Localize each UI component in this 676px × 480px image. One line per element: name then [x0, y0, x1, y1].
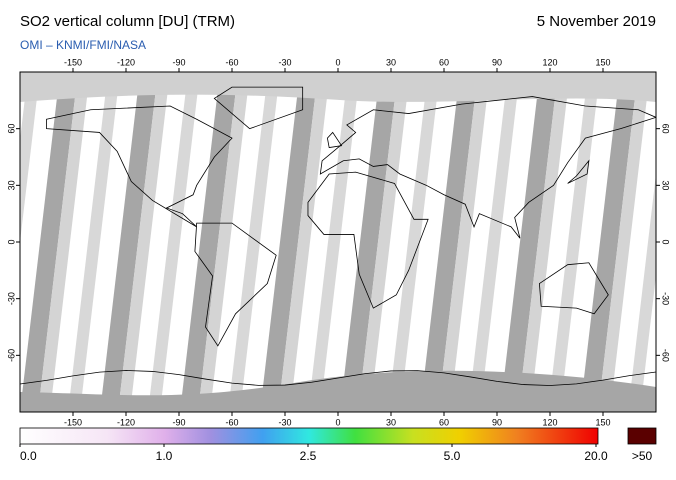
orbit-edge — [468, 72, 520, 412]
orbit-edge — [628, 174, 656, 412]
orbit-edge — [518, 72, 570, 412]
lon-tick-label: 90 — [492, 57, 502, 67]
colorbar-label: 20.0 — [584, 449, 608, 463]
coastline — [567, 159, 590, 184]
orbit-gap — [420, 72, 478, 412]
lat-tick-label: -30 — [661, 292, 671, 305]
lon-tick-label: -150 — [64, 417, 82, 427]
orbit-edge — [388, 72, 440, 412]
lon-tick-label: 60 — [439, 57, 449, 67]
lon-tick-label: 120 — [542, 57, 557, 67]
subtitle: OMI – KNMI/FMI/NASA — [20, 38, 146, 52]
orbit-gap — [580, 72, 638, 412]
coastline — [20, 370, 656, 386]
lat-tick-label: 0 — [6, 239, 16, 244]
coastline — [319, 96, 656, 239]
orbit-gap — [100, 72, 158, 412]
coastline — [538, 262, 609, 315]
orbit-gap — [180, 72, 238, 412]
orbit-edge — [198, 72, 250, 412]
lon-tick-label: -30 — [278, 417, 291, 427]
colorbar-label: 5.0 — [444, 449, 461, 463]
lat-tick-label: 30 — [6, 180, 16, 190]
coastline — [46, 105, 233, 228]
colorbar-label: 1.0 — [156, 449, 173, 463]
colorbar — [19, 427, 599, 445]
coastline — [213, 86, 304, 130]
orbit-edge — [118, 72, 170, 412]
orbit-edge — [68, 72, 120, 412]
lat-tick-label: 60 — [6, 124, 16, 134]
lat-tick-label: 60 — [661, 124, 671, 134]
lat-tick-label: 30 — [661, 180, 671, 190]
lon-tick-label: 90 — [492, 417, 502, 427]
orbit-edge — [20, 72, 40, 242]
lon-tick-label: -60 — [225, 57, 238, 67]
lon-tick-label: 150 — [595, 57, 610, 67]
lon-tick-label: -60 — [225, 417, 238, 427]
lon-tick-label: -150 — [64, 57, 82, 67]
lon-tick-label: 150 — [595, 417, 610, 427]
orbit-gap — [260, 72, 318, 412]
colorbar-overflow-label: >50 — [632, 449, 653, 463]
polar-north — [20, 72, 656, 102]
lon-tick-label: -90 — [172, 57, 185, 67]
lat-tick-label: -60 — [661, 349, 671, 362]
lon-tick-label: 60 — [439, 417, 449, 427]
orbit-edge — [358, 72, 410, 412]
colorbar-label: 0.0 — [20, 449, 37, 463]
orbit-edge — [598, 72, 650, 412]
lat-tick-label: -30 — [6, 292, 16, 305]
coastline — [307, 171, 429, 309]
map — [20, 72, 656, 412]
orbit-gap — [340, 72, 398, 412]
lon-tick-label: -30 — [278, 57, 291, 67]
orbit-edge — [148, 72, 200, 412]
orbit-edge — [228, 72, 280, 412]
orbit-gap — [20, 72, 78, 412]
orbit-edge — [548, 72, 600, 412]
lat-tick-label: 0 — [661, 239, 671, 244]
lon-tick-label: 0 — [335, 57, 340, 67]
orbit-edge — [308, 72, 360, 412]
lon-tick-label: 30 — [386, 57, 396, 67]
lon-tick-label: -120 — [117, 57, 135, 67]
orbit-edge — [38, 72, 90, 412]
date: 5 November 2019 — [537, 13, 656, 30]
lon-tick-label: -90 — [172, 417, 185, 427]
coastline — [326, 131, 343, 149]
title: SO2 vertical column [DU] (TRM) — [20, 13, 235, 30]
orbit-gap — [500, 72, 558, 412]
orbit-edge — [438, 72, 490, 412]
lon-tick-label: 30 — [386, 417, 396, 427]
colorbar-overflow — [627, 427, 657, 445]
lon-tick-label: -120 — [117, 417, 135, 427]
lon-tick-label: 120 — [542, 417, 557, 427]
orbit-edge — [278, 72, 330, 412]
lat-tick-label: -60 — [6, 349, 16, 362]
lon-tick-label: 0 — [335, 417, 340, 427]
coastline — [194, 222, 277, 347]
colorbar-label: 2.5 — [300, 449, 317, 463]
